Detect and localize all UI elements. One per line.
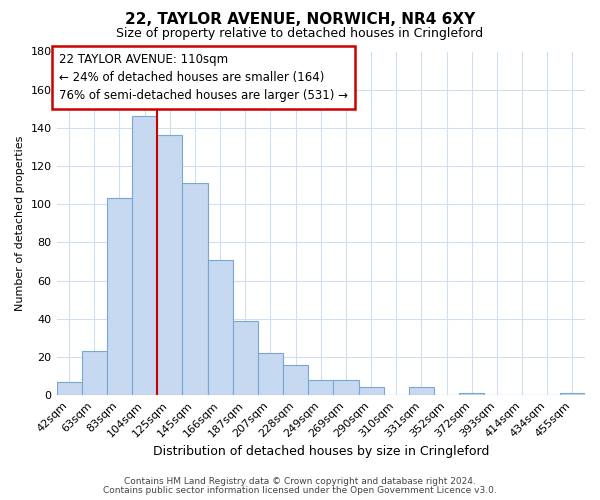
X-axis label: Distribution of detached houses by size in Cringleford: Distribution of detached houses by size … xyxy=(152,444,489,458)
Bar xyxy=(233,320,258,395)
Bar xyxy=(560,393,585,395)
Bar xyxy=(334,380,359,395)
Text: 22, TAYLOR AVENUE, NORWICH, NR4 6XY: 22, TAYLOR AVENUE, NORWICH, NR4 6XY xyxy=(125,12,475,28)
Bar xyxy=(132,116,157,395)
Bar xyxy=(107,198,132,395)
Bar xyxy=(409,388,434,395)
Bar xyxy=(56,382,82,395)
Bar xyxy=(308,380,334,395)
Bar xyxy=(208,260,233,395)
Text: Size of property relative to detached houses in Cringleford: Size of property relative to detached ho… xyxy=(116,28,484,40)
Text: Contains HM Land Registry data © Crown copyright and database right 2024.: Contains HM Land Registry data © Crown c… xyxy=(124,477,476,486)
Y-axis label: Number of detached properties: Number of detached properties xyxy=(15,136,25,311)
Bar xyxy=(459,393,484,395)
Bar xyxy=(283,364,308,395)
Bar xyxy=(258,353,283,395)
Bar xyxy=(157,136,182,395)
Text: 22 TAYLOR AVENUE: 110sqm
← 24% of detached houses are smaller (164)
76% of semi-: 22 TAYLOR AVENUE: 110sqm ← 24% of detach… xyxy=(59,54,348,102)
Bar xyxy=(182,183,208,395)
Bar xyxy=(82,351,107,395)
Text: Contains public sector information licensed under the Open Government Licence v3: Contains public sector information licen… xyxy=(103,486,497,495)
Bar xyxy=(359,388,383,395)
